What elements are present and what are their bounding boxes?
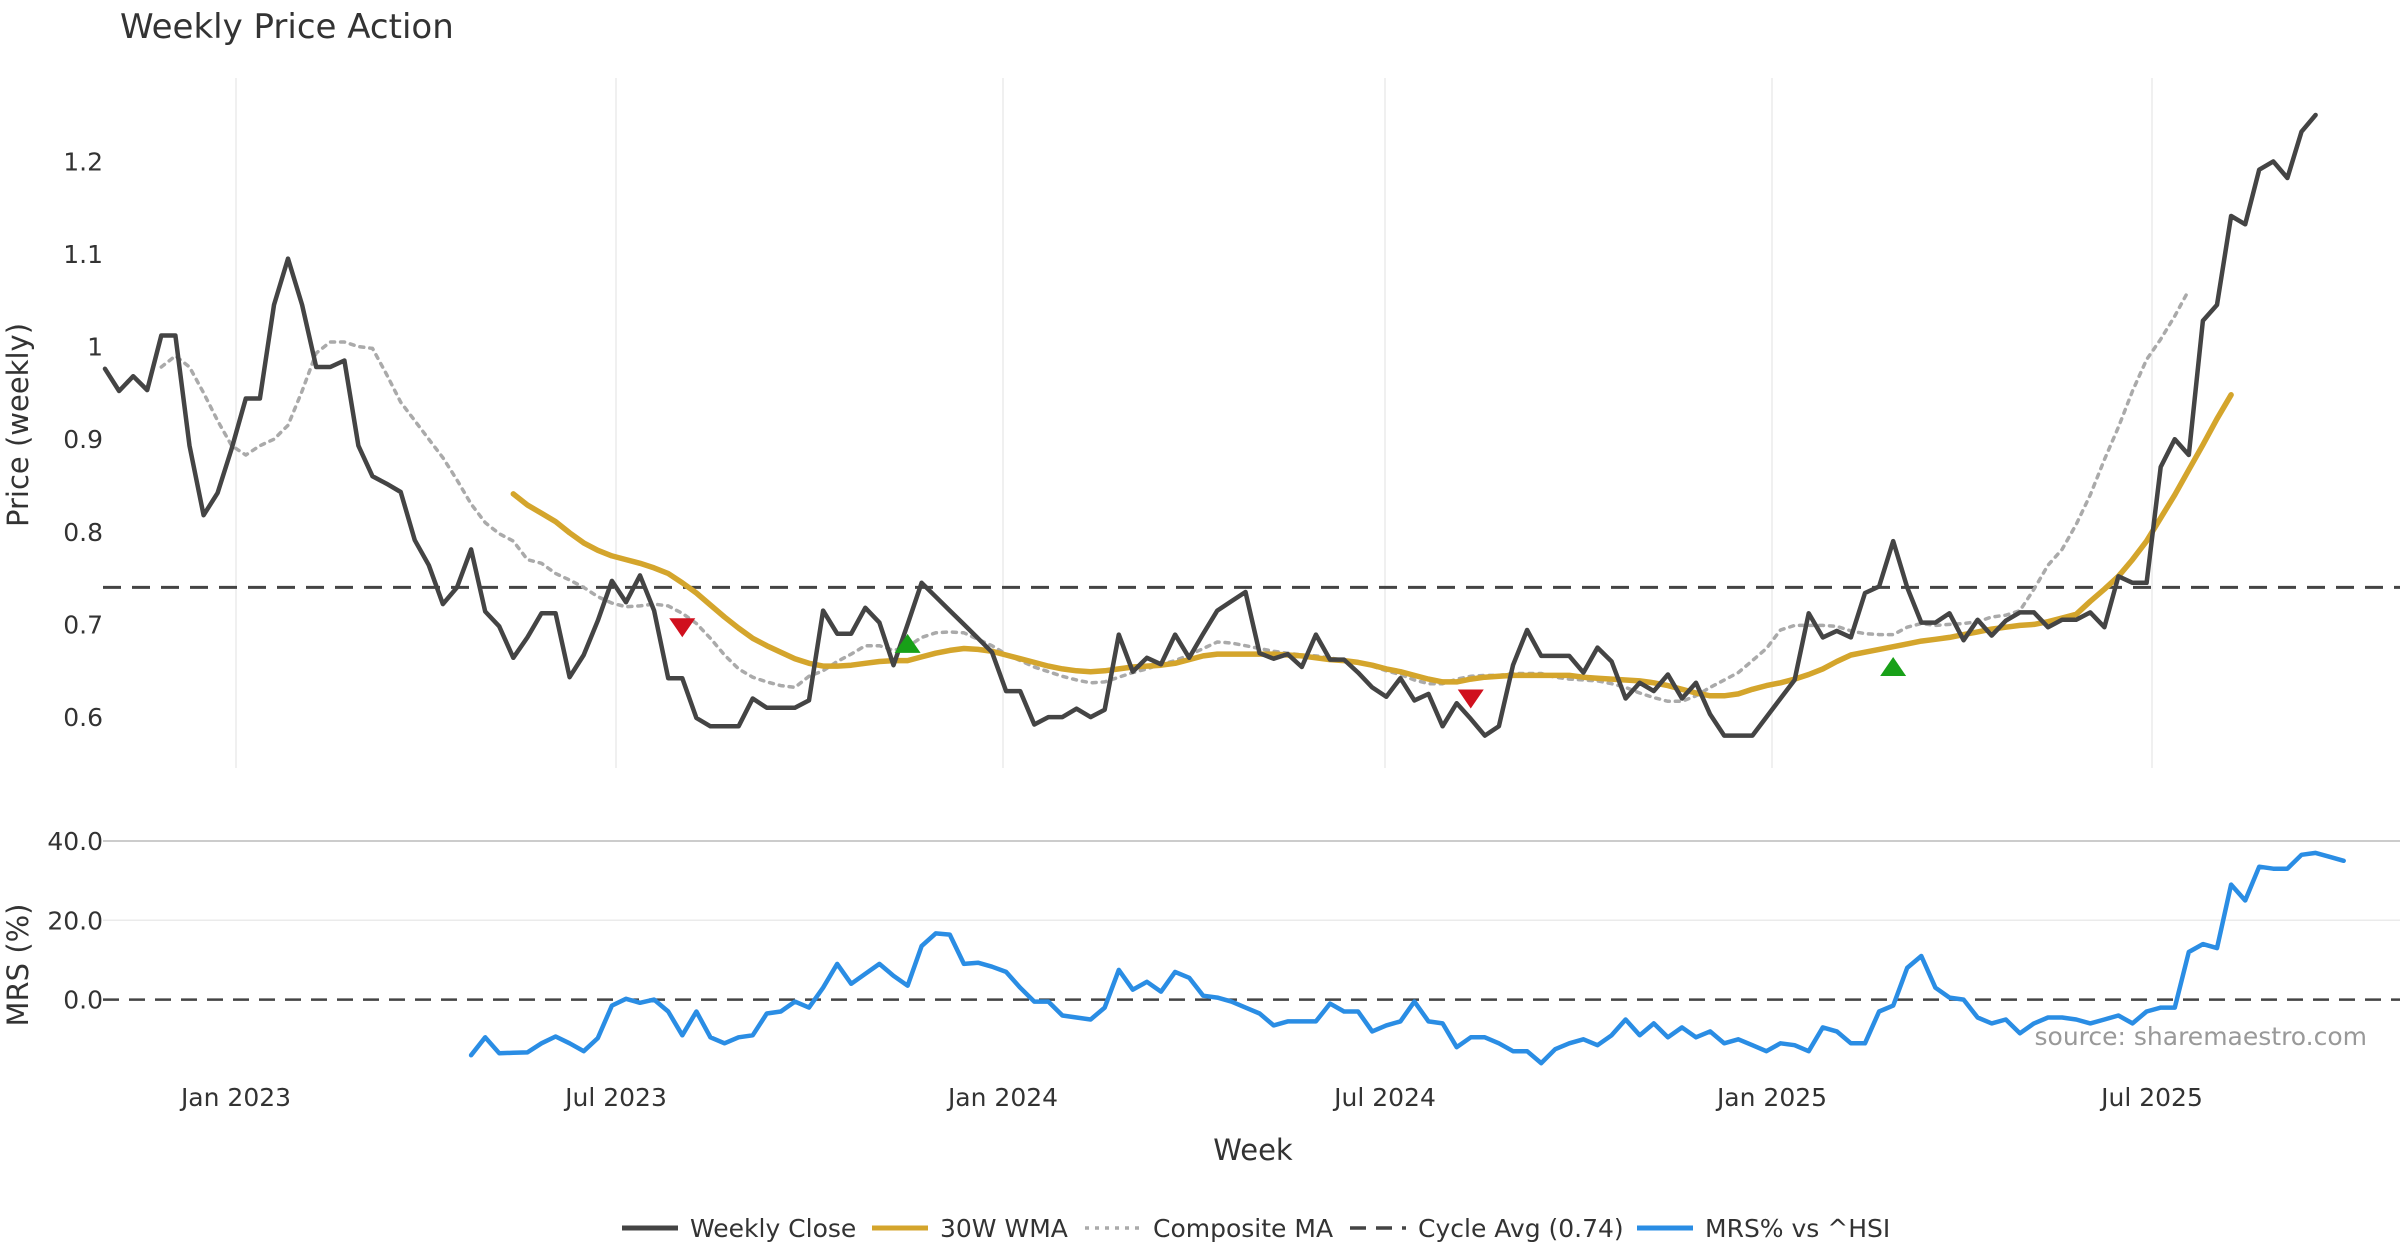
legend: Weekly Close 30W WMA Composite MA Cycle Avg…: [622, 1214, 1890, 1243]
mrs-gridlines: [103, 839, 2400, 922]
x-tick-label: Jan 2024: [946, 1083, 1058, 1112]
wma-30w-line: [510, 392, 2234, 699]
x-tick-label: Jul 2024: [1332, 1083, 1436, 1112]
price-y-axis-label: Price (weekly): [1, 323, 35, 527]
mrs-series: [468, 850, 2346, 1066]
mrs-y-tick: 40.0: [47, 827, 103, 856]
buy-signal-marker: [894, 633, 921, 653]
price-y-tick: 0.9: [63, 425, 103, 454]
legend-label: MRS% vs ^HSI: [1705, 1214, 1890, 1243]
price-y-tick: 0.6: [63, 703, 103, 732]
price-series: [102, 112, 2318, 738]
x-tick-label: Jul 2023: [563, 1083, 667, 1112]
mrs-y-tick: 0.0: [63, 986, 103, 1015]
buy-signal-marker: [1880, 657, 1907, 677]
mrs-panel: 0.0 20.0 40.0 MRS (%) source: sharemaestro…: [1, 827, 2400, 1066]
legend-label: Cycle Avg (0.74): [1418, 1214, 1624, 1243]
chart-title: Weekly Price Action: [120, 7, 454, 47]
x-tick-label: Jan 2025: [1715, 1083, 1827, 1112]
sell-signal-marker: [1457, 689, 1484, 709]
price-y-tick: 1: [87, 333, 103, 362]
legend-label: 30W WMA: [940, 1214, 1068, 1243]
legend-label: Weekly Close: [690, 1214, 856, 1243]
mrs-y-tick: 20.0: [47, 906, 103, 935]
weekly-close-line: [102, 112, 2318, 738]
price-gridlines: [235, 78, 2153, 768]
source-text: source: sharemaestro.com: [2035, 1022, 2368, 1051]
price-y-tick: 1.1: [63, 240, 103, 269]
x-tick-label: Jul 2025: [2099, 1083, 2203, 1112]
mrs-y-axis-label: MRS (%): [1, 904, 35, 1027]
mrs-line: [468, 850, 2346, 1066]
x-tick-label: Jan 2023: [179, 1083, 291, 1112]
price-y-tick: 1.2: [63, 147, 103, 176]
mrs-y-ticks: 0.0 20.0 40.0: [47, 827, 103, 1015]
sell-signal-marker: [669, 618, 696, 638]
price-y-ticks: 0.6 0.7 0.8 0.9 1 1.1 1.2: [63, 147, 103, 732]
price-y-tick: 0.8: [63, 518, 103, 547]
legend-label: Composite MA: [1153, 1214, 1333, 1243]
price-y-tick: 0.7: [63, 610, 103, 639]
signal-markers: [669, 618, 1907, 709]
x-axis-label: Week: [1213, 1133, 1293, 1167]
price-panel: 0.6 0.7 0.8 0.9 1 1.1 1.2 Price (weekly): [1, 78, 2400, 768]
x-axis-ticks: Jan 2023 Jul 2023 Jan 2024 Jul 2024 Jan 2025…: [179, 1083, 2203, 1112]
